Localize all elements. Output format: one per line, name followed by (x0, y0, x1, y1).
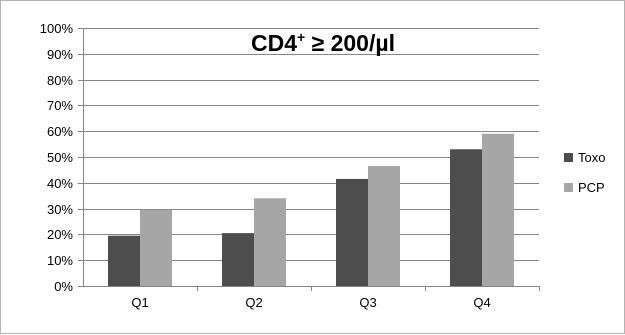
chart-title-main: CD4 (251, 30, 297, 56)
legend-label-pcp: PCP (578, 180, 605, 195)
bar-toxo-q4 (450, 149, 482, 286)
y-tick-label: 30% (47, 202, 73, 217)
y-tick-label: 80% (47, 73, 73, 88)
x-tick-label: Q3 (359, 295, 376, 310)
y-tick-label: 70% (47, 98, 73, 113)
bar-pcp-q3 (368, 166, 400, 286)
y-tick-label: 20% (47, 227, 73, 242)
legend: Toxo PCP (564, 150, 605, 195)
chart-title-rest: ≥ 200/µl (305, 30, 395, 56)
x-axis-ticks: Q1 Q2 Q3 Q4 (83, 286, 540, 310)
y-tick-label: 10% (47, 253, 73, 268)
x-tick-label: Q1 (131, 295, 148, 310)
x-tick-label: Q2 (245, 295, 262, 310)
y-tick-label: 0% (54, 279, 73, 294)
y-tick-label: 100% (40, 21, 74, 36)
y-tick-label: 40% (47, 176, 73, 191)
legend-swatch-toxo (564, 153, 573, 162)
bar-toxo-q2 (222, 233, 254, 286)
legend-swatch-pcp (564, 183, 573, 192)
bars (108, 133, 514, 286)
bar-toxo-q3 (336, 178, 368, 286)
chart-title-superscript: + (297, 29, 305, 45)
chart-title: CD4+ ≥ 200/µl (251, 29, 395, 56)
x-tick-label: Q4 (473, 295, 490, 310)
bar-pcp-q1 (140, 209, 172, 286)
y-tick-label: 60% (47, 124, 73, 139)
y-tick-label: 90% (47, 47, 73, 62)
bar-toxo-q1 (108, 235, 140, 286)
y-tick-label: 50% (47, 150, 73, 165)
bar-pcp-q2 (254, 198, 286, 286)
bar-pcp-q4 (482, 133, 514, 286)
legend-label-toxo: Toxo (578, 150, 605, 165)
y-axis-ticks: 0% 10% 20% 30% 40% 50% 60% 70% 80% 90% 100% (40, 21, 84, 294)
